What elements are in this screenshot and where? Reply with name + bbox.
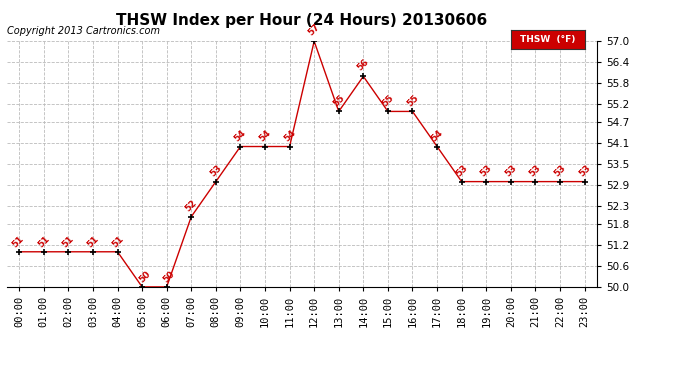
Text: 53: 53 xyxy=(479,164,494,179)
Text: 51: 51 xyxy=(10,234,26,249)
Text: 54: 54 xyxy=(282,128,297,144)
Text: 50: 50 xyxy=(161,269,177,284)
Text: 53: 53 xyxy=(503,164,518,179)
Text: Copyright 2013 Cartronics.com: Copyright 2013 Cartronics.com xyxy=(7,26,160,36)
Text: 55: 55 xyxy=(331,93,346,109)
Text: 51: 51 xyxy=(36,234,51,249)
Text: 55: 55 xyxy=(380,93,395,109)
Text: 54: 54 xyxy=(429,128,445,144)
Text: 53: 53 xyxy=(528,164,543,179)
Text: 51: 51 xyxy=(86,234,101,249)
Title: THSW Index per Hour (24 Hours) 20130606: THSW Index per Hour (24 Hours) 20130606 xyxy=(116,13,488,28)
Text: 51: 51 xyxy=(61,234,76,249)
Text: 54: 54 xyxy=(233,128,248,144)
Text: 52: 52 xyxy=(184,199,199,214)
Text: 56: 56 xyxy=(356,58,371,73)
Text: 53: 53 xyxy=(208,164,224,179)
Text: 57: 57 xyxy=(306,22,322,37)
Text: 54: 54 xyxy=(257,128,273,144)
Text: 51: 51 xyxy=(110,234,125,249)
Text: 55: 55 xyxy=(405,93,420,109)
Text: 53: 53 xyxy=(553,164,568,179)
Text: 53: 53 xyxy=(577,164,592,179)
Text: 53: 53 xyxy=(454,164,469,179)
Text: 50: 50 xyxy=(137,269,152,284)
